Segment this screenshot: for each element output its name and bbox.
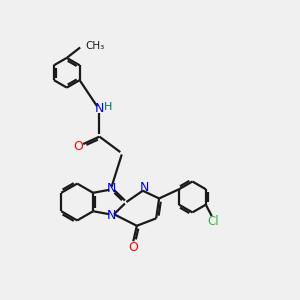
- Text: H: H: [103, 102, 112, 112]
- Text: Cl: Cl: [207, 214, 219, 227]
- Text: N: N: [107, 182, 116, 195]
- Text: N: N: [140, 181, 149, 194]
- Text: O: O: [73, 140, 83, 153]
- Text: N: N: [107, 209, 116, 222]
- Text: O: O: [128, 241, 138, 254]
- Text: N: N: [95, 102, 104, 115]
- Text: CH₃: CH₃: [85, 41, 105, 51]
